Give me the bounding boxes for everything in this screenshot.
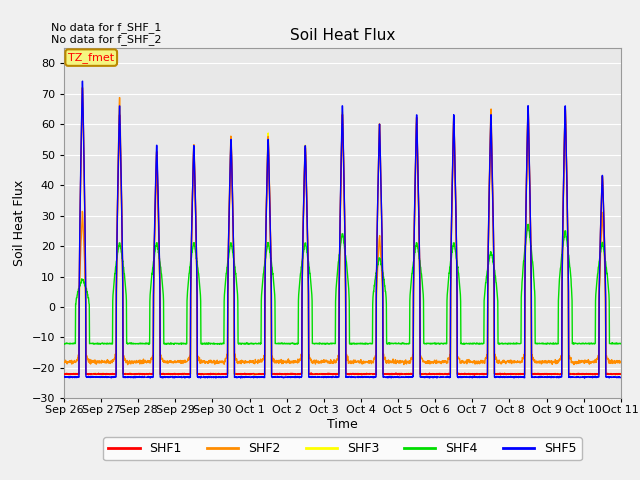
Text: No data for f_SHF_2: No data for f_SHF_2	[51, 34, 162, 45]
X-axis label: Time: Time	[327, 418, 358, 431]
Title: Soil Heat Flux: Soil Heat Flux	[290, 28, 395, 43]
Y-axis label: Soil Heat Flux: Soil Heat Flux	[13, 180, 26, 266]
Legend: SHF1, SHF2, SHF3, SHF4, SHF5: SHF1, SHF2, SHF3, SHF4, SHF5	[103, 437, 582, 460]
Text: No data for f_SHF_1: No data for f_SHF_1	[51, 22, 161, 33]
Text: TZ_fmet: TZ_fmet	[68, 52, 115, 63]
